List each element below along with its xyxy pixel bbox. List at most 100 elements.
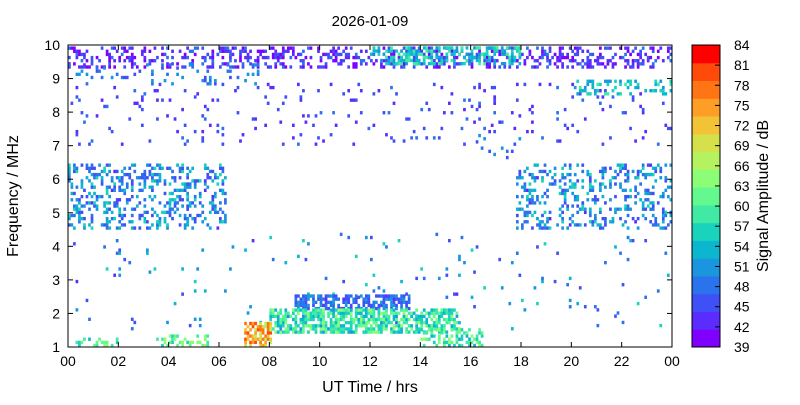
heatmap-cell	[558, 191, 562, 196]
heatmap-cell	[80, 111, 84, 115]
heatmap-cell	[103, 204, 106, 208]
heatmap-cell	[523, 220, 527, 224]
heatmap-cell	[548, 49, 552, 53]
heatmap-cell	[317, 89, 320, 93]
heatmap-cell	[468, 98, 471, 102]
heatmap-cell	[435, 311, 439, 315]
colorbar-segment	[692, 98, 720, 117]
heatmap-cell	[276, 55, 280, 60]
heatmap-cell	[382, 294, 386, 298]
heatmap-cell	[596, 308, 600, 312]
heatmap-cell	[614, 169, 617, 174]
heatmap-cell	[641, 136, 645, 140]
heatmap-cell	[314, 327, 318, 331]
heatmap-cell	[599, 82, 602, 87]
heatmap-cell	[513, 142, 517, 146]
heatmap-cell	[556, 55, 559, 60]
heatmap-cell	[523, 62, 527, 66]
heatmap-cell	[103, 210, 106, 215]
heatmap-cell	[88, 169, 91, 174]
heatmap-cell	[75, 279, 79, 284]
heatmap-cell	[208, 169, 212, 174]
heatmap-cell	[342, 300, 346, 304]
heatmap-cell	[543, 169, 547, 174]
heatmap-cell	[75, 207, 79, 211]
heatmap-cell	[324, 276, 328, 281]
heatmap-cell	[415, 317, 419, 322]
heatmap-cell	[83, 65, 86, 69]
heatmap-cell	[364, 314, 368, 319]
heatmap-cell	[148, 169, 152, 174]
heatmap-cell	[183, 188, 187, 193]
heatmap-cell	[442, 324, 446, 328]
heatmap-cell	[440, 126, 444, 131]
heatmap-cell	[442, 327, 446, 331]
heatmap-cell	[445, 317, 449, 322]
heatmap-cell	[244, 248, 247, 252]
heatmap-cell	[377, 314, 381, 319]
heatmap-cell	[614, 52, 617, 57]
heatmap-cell	[269, 317, 273, 322]
heatmap-cell	[297, 308, 300, 312]
heatmap-cell	[75, 169, 79, 174]
heatmap-cell	[375, 49, 378, 53]
heatmap-cell	[241, 46, 245, 50]
heatmap-cell	[588, 182, 592, 186]
colorbar-segment	[692, 311, 720, 330]
heatmap-cell	[73, 204, 76, 208]
heatmap-cell	[118, 176, 122, 180]
heatmap-cell	[493, 98, 497, 102]
heatmap-cell	[425, 65, 429, 69]
heatmap-cell	[639, 62, 642, 66]
heatmap-cell	[118, 220, 122, 224]
heatmap-cell	[629, 188, 632, 193]
heatmap-cell	[211, 201, 215, 205]
heatmap-cell	[161, 66, 164, 70]
heatmap-cell	[407, 311, 411, 315]
heatmap-cell	[468, 59, 471, 63]
heatmap-cell	[344, 308, 348, 312]
heatmap-cell	[450, 328, 454, 332]
heatmap-cell	[312, 303, 315, 308]
heatmap-cell	[319, 330, 323, 334]
heatmap-cell	[304, 303, 308, 308]
heatmap-cell	[198, 323, 202, 328]
heatmap-cell	[229, 267, 232, 271]
heatmap-cell	[453, 52, 456, 56]
heatmap-cell	[485, 46, 489, 50]
heatmap-cell	[533, 201, 537, 205]
heatmap-cell	[478, 101, 481, 105]
heatmap-cell	[231, 65, 235, 69]
heatmap-cell	[601, 107, 605, 112]
heatmap-cell	[387, 61, 391, 66]
heatmap-cell	[556, 223, 559, 227]
heatmap-cell	[430, 327, 434, 331]
heatmap-cell	[523, 308, 527, 312]
heatmap-cell	[73, 62, 76, 66]
heatmap-cell	[224, 198, 227, 202]
heatmap-cell	[224, 220, 227, 224]
heatmap-cell	[344, 320, 348, 325]
heatmap-cell	[636, 169, 640, 174]
heatmap-cell	[291, 46, 295, 50]
heatmap-cell	[382, 314, 386, 319]
heatmap-cell	[254, 337, 257, 341]
heatmap-cell	[576, 62, 580, 66]
heatmap-cell	[578, 85, 582, 90]
heatmap-cell	[186, 220, 189, 224]
heatmap-cell	[254, 59, 257, 63]
heatmap-cell	[593, 179, 597, 183]
heatmap-cell	[566, 207, 570, 211]
heatmap-cell	[415, 308, 419, 312]
heatmap-cell	[347, 235, 351, 240]
heatmap-cell	[186, 204, 189, 208]
heatmap-cell	[392, 65, 396, 69]
heatmap-cell	[68, 169, 71, 174]
heatmap-cell	[362, 308, 366, 312]
heatmap-cell	[531, 194, 534, 199]
heatmap-cell	[593, 198, 597, 202]
heatmap-cell	[78, 52, 81, 57]
heatmap-cell	[146, 248, 149, 252]
heatmap-cell	[138, 216, 142, 221]
heatmap-cell	[291, 49, 295, 53]
